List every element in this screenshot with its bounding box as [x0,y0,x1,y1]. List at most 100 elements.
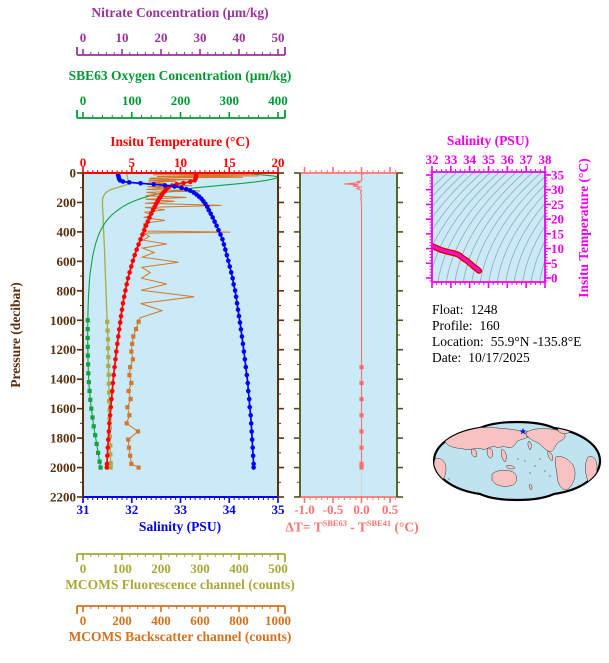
backscatter-marker [133,327,139,332]
delta-t-marker [359,413,364,418]
tick-label: 35 [551,167,565,182]
tick-label: 37 [520,152,534,167]
tick-label: 38 [539,152,553,167]
temperature-marker [108,404,114,410]
tick-label: 1800 [50,431,76,446]
isopycnal-contour [432,172,458,198]
float-info: Float: 1248 Profile: 160 Location: 55.9°N -… [432,302,581,366]
salinity-marker [231,282,236,287]
salinity-marker [250,453,256,459]
backscatter-marker [128,453,133,458]
delta-t-marker [359,461,364,466]
salinity-marker [241,349,247,354]
temperature-marker [192,178,197,183]
pressure-axis-title: Pressure (decibar) [8,282,23,388]
temperature-marker [121,294,127,300]
oxygen-marker [86,380,91,385]
isopycnal-contour [432,172,500,272]
salinity-marker [184,186,189,192]
tick-label: 200 [171,93,191,108]
tick-label: 400 [229,561,249,576]
temperature-marker [106,429,112,434]
backscatter-marker [125,405,130,410]
oxygen-marker [86,371,91,376]
fluorescence-marker [107,399,112,404]
ts-curve [432,244,481,273]
temperature-marker [114,349,119,354]
salinity-marker [220,236,225,242]
delta-t-title-part: SBE41 [366,519,392,528]
float-id-line: Float: 1248 [432,302,581,318]
salinity-marker [172,184,177,189]
backscatter-marker [129,380,134,386]
salinity-marker [236,313,242,319]
fluorescence-marker [108,465,113,470]
float-location-marker [519,428,527,435]
profile-plot-area [83,173,278,497]
tick-label: 400 [268,93,288,108]
temperature-marker [130,258,136,264]
fluorescence-axis-title: MCOMS Fluorescence channel (counts) [65,577,295,592]
nitrate-axis-title: Nitrate Concentration (µm/kg) [91,5,269,20]
fluorescence-marker [108,461,113,466]
tick-label: 0 [80,93,87,108]
temperature-marker [117,320,123,325]
temperature-marker [115,341,120,347]
map-landmasses [434,426,599,491]
salinity-marker [221,242,227,247]
landmass [525,428,566,452]
tick-label: 31 [77,502,90,517]
salinity-marker [214,223,219,229]
backscatter-marker [129,349,134,354]
isopycnal-contour [437,172,509,282]
fluorescence-marker [106,354,111,360]
float-id-value: 1248 [470,302,498,317]
salinity-marker [120,179,126,184]
tick-label: 1400 [50,372,76,387]
temperature-marker [138,236,143,242]
fluorescence-marker [107,434,113,439]
salinity-marker [210,215,215,220]
temperature-marker [107,421,112,426]
delta-t-marker [359,465,364,470]
tick-label: -0.5 [323,502,344,517]
fluorescence-marker [108,452,113,457]
tick-label: 10 [551,241,564,256]
salinity-marker [232,288,238,293]
landmass [500,448,507,463]
temperature-marker [116,327,122,332]
delta-t-title-part: SBE63 [322,519,347,528]
temperature-marker [150,207,156,213]
backscatter-marker [135,429,141,434]
tick-label: 1000 [50,313,76,328]
salinity-marker [249,437,255,442]
ts-plot-area [432,172,545,282]
salinity-marker [239,334,245,339]
oxygen-marker [85,335,90,341]
date-value: 10/17/2025 [468,350,530,365]
tick-label: 50 [272,30,285,45]
tick-label: 0 [80,30,87,45]
tick-label: 36 [501,152,515,167]
fluorescence-marker [108,443,113,448]
oxygen-marker [90,415,95,420]
salinity-marker [212,219,217,224]
salinity-marker [216,227,221,233]
tick-label: 35 [272,502,286,517]
tick-label: 34 [223,502,237,517]
salinity-marker [251,465,256,470]
tick-label: 30 [551,182,564,197]
isopycnal-contour [522,225,545,282]
float-id-label: Float: [432,302,464,317]
oxygen-marker [91,424,96,429]
temperature-marker [109,388,115,394]
temperature-marker [110,380,116,386]
tick-label: 10 [116,30,129,45]
delta-t-marker [359,445,364,450]
salinity-marker [238,327,244,332]
island-dot [544,470,546,472]
tick-label: 800 [57,283,77,298]
tick-label: 0.0 [353,502,369,517]
temperature-marker [145,219,151,224]
